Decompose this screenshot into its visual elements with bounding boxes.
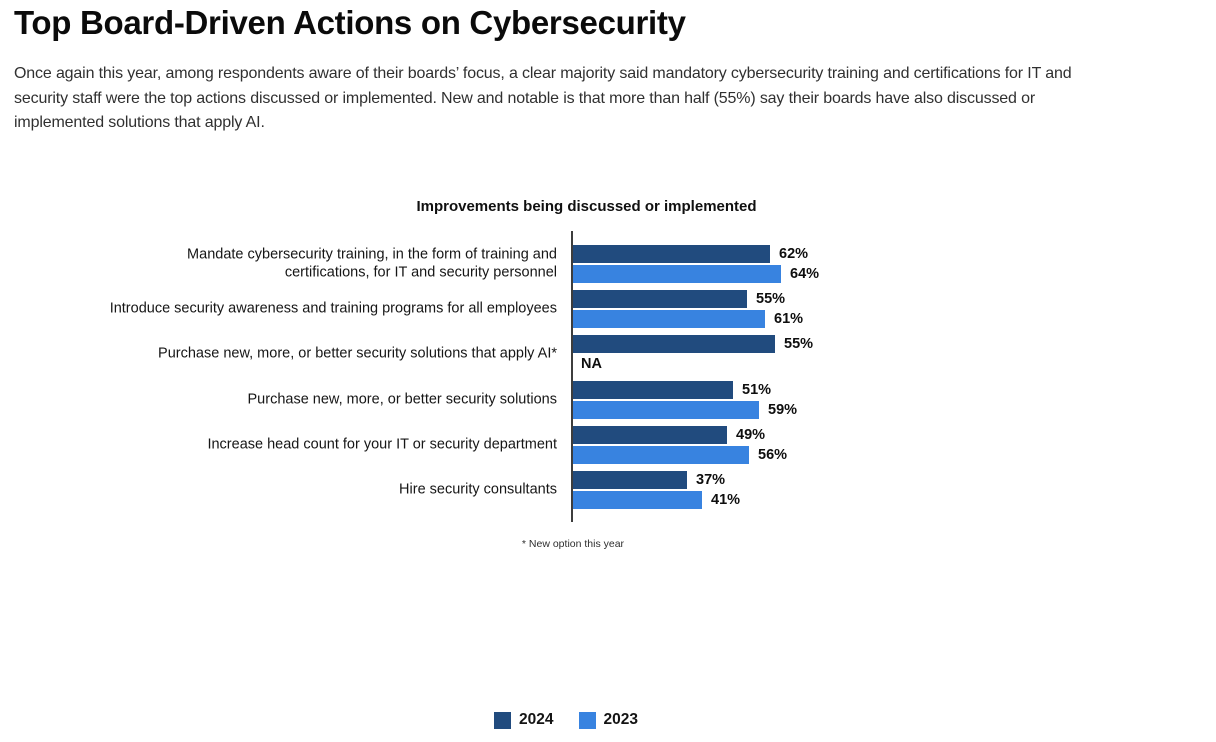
legend-item-2024: 2024 xyxy=(494,711,554,729)
chart-row: Purchase new, more, or better security s… xyxy=(0,335,1216,373)
category-label: Increase head count for your IT or secur… xyxy=(207,436,557,453)
chart-row: Introduce security awareness and trainin… xyxy=(0,290,1216,328)
chart-legend: 2024 2023 xyxy=(366,711,766,729)
bar-value-2024: 55% xyxy=(756,291,786,307)
chart-title: Improvements being discussed or implemen… xyxy=(416,198,757,215)
bar-2024 xyxy=(573,381,733,399)
chart-row: Purchase new, more, or better security s… xyxy=(0,381,1216,419)
legend-label-2024: 2024 xyxy=(519,711,554,728)
bar-value-2023: 56% xyxy=(758,447,788,463)
category-label: Hire security consultants xyxy=(399,481,557,498)
bar-value-2023: 61% xyxy=(774,311,804,327)
chart-row: Hire security consultants 37% 41% xyxy=(0,471,1216,509)
na-label: NA xyxy=(581,356,602,372)
bar-2024 xyxy=(573,245,770,263)
bar-value-2024: 62% xyxy=(779,246,809,262)
legend-swatch-2023 xyxy=(578,711,596,729)
legend-item-2023: 2023 xyxy=(578,711,638,729)
chart-row: Increase head count for your IT or secur… xyxy=(0,426,1216,464)
bar-2024 xyxy=(573,335,775,353)
category-label: Purchase new, more, or better security s… xyxy=(247,391,557,408)
intro-paragraph: Once again this year, among respondents … xyxy=(14,65,1072,131)
bar-value-2023: 64% xyxy=(790,266,820,282)
y-axis-line xyxy=(571,231,573,522)
bar-2023 xyxy=(573,265,781,283)
bar-2023 xyxy=(573,491,702,509)
bar-2023 xyxy=(573,401,759,419)
category-label: Introduce security awareness and trainin… xyxy=(109,300,557,317)
chart-row: Mandate cybersecurity training, in the f… xyxy=(0,245,1216,283)
legend-swatch-2024 xyxy=(494,711,512,729)
page-title: Top Board-Driven Actions on Cybersecurit… xyxy=(14,4,686,41)
category-label: Mandate cybersecurity training, in the f… xyxy=(187,246,557,281)
bar-2023 xyxy=(573,310,765,328)
bar-value-2023: 41% xyxy=(711,492,741,508)
bar-2024 xyxy=(573,290,747,308)
bar-2024 xyxy=(573,426,727,444)
bar-2023 xyxy=(573,446,749,464)
bar-value-2024: 51% xyxy=(742,382,772,398)
legend-label-2023: 2023 xyxy=(603,711,638,728)
category-label: Purchase new, more, or better security s… xyxy=(158,345,557,362)
bar-value-2023: 59% xyxy=(768,402,798,418)
bar-value-2024: 55% xyxy=(784,336,814,352)
bar-2024 xyxy=(573,471,687,489)
bar-value-2024: 37% xyxy=(696,472,726,488)
chart-footnote: * New option this year xyxy=(521,538,625,550)
bar-value-2024: 49% xyxy=(736,427,766,443)
